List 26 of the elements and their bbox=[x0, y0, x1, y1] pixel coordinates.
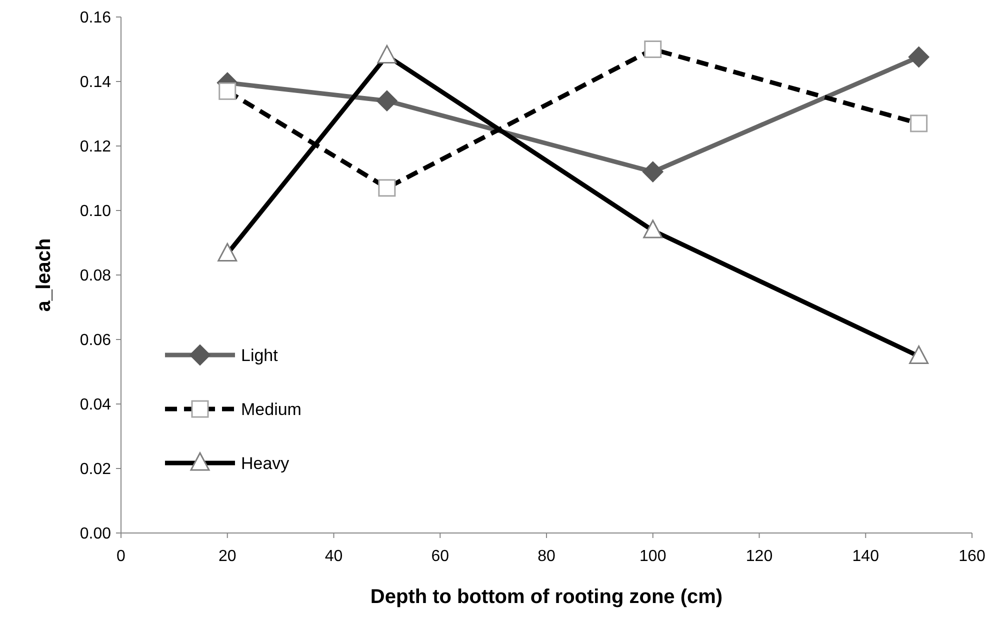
point bbox=[908, 46, 930, 68]
x-tick-label: 40 bbox=[324, 548, 343, 565]
x-tick-label: 20 bbox=[218, 548, 236, 565]
x-tick-label: 140 bbox=[852, 548, 880, 565]
point bbox=[642, 161, 664, 182]
y-tick-label: 0.16 bbox=[80, 10, 112, 27]
point bbox=[376, 90, 398, 112]
y-tick-label: 0.02 bbox=[80, 461, 112, 478]
x-tick-label: 160 bbox=[958, 548, 986, 565]
y-tick-label: 0.14 bbox=[80, 74, 112, 92]
x-tick-label: 100 bbox=[640, 548, 666, 565]
legend-label: Medium bbox=[241, 400, 302, 419]
x-tick-label: 60 bbox=[431, 548, 450, 565]
y-tick-label: 0.08 bbox=[80, 268, 112, 285]
x-tick-label: 120 bbox=[746, 548, 773, 565]
y-tick-label: 0.10 bbox=[80, 203, 112, 220]
x-axis-title: Depth to bottom of rooting zone (cm) bbox=[370, 586, 723, 608]
y-tick-label: 0.00 bbox=[80, 526, 112, 543]
legend-label: Light bbox=[241, 346, 278, 365]
x-tick-label: 0 bbox=[116, 548, 126, 565]
y-tick-label: 0.04 bbox=[80, 396, 112, 414]
legend-label: Heavy bbox=[241, 454, 290, 473]
y-axis-title: a_leach bbox=[33, 238, 55, 312]
x-tick-label: 80 bbox=[538, 548, 556, 565]
y-tick-label: 0.12 bbox=[80, 138, 112, 156]
y-tick-label: 0.06 bbox=[80, 332, 112, 350]
